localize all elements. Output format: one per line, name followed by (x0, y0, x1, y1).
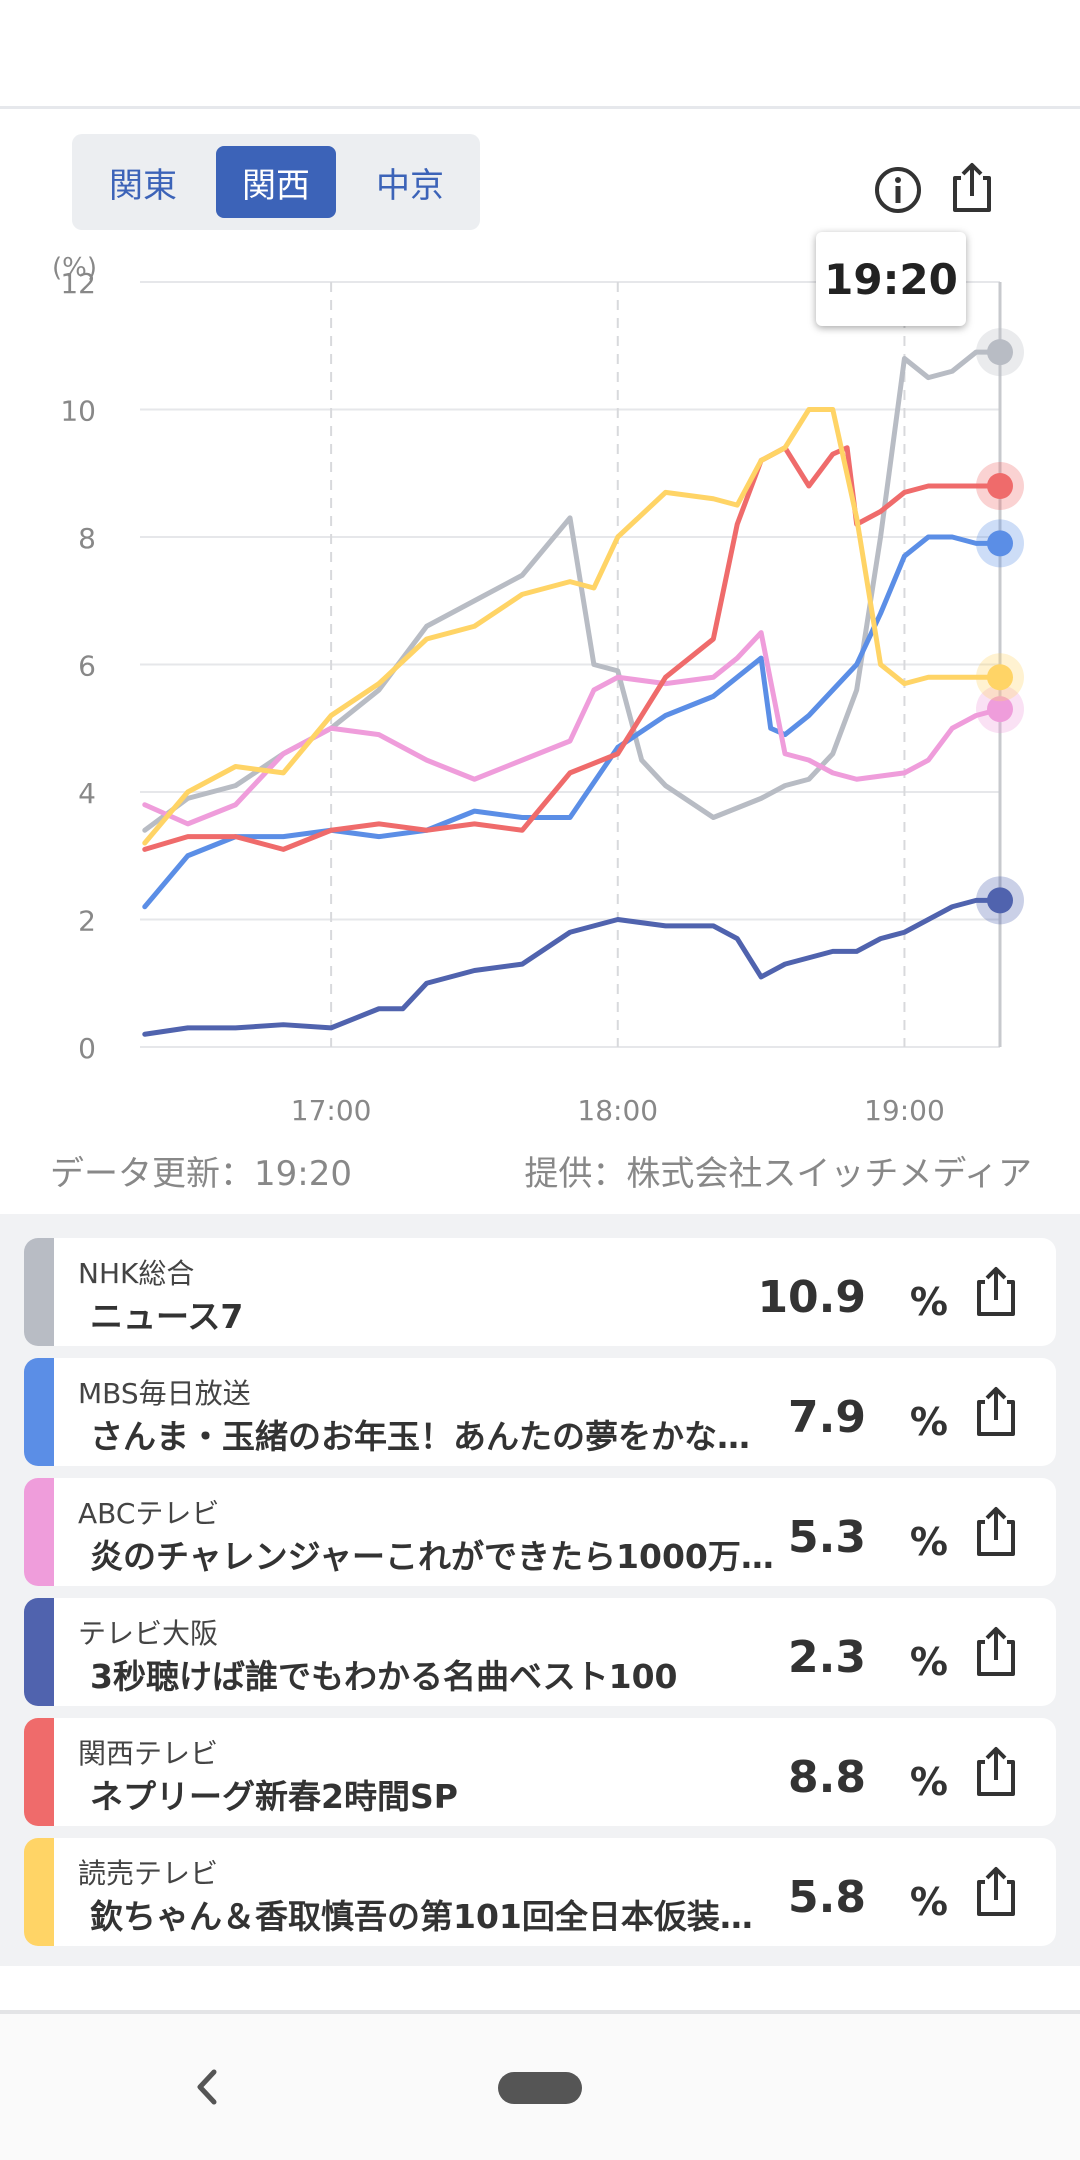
rating-chart-svg: 0 2 4 6 8 10 12(%) 17:00 18:00 19:00 (52, 253, 1024, 1127)
channel-color-bar (24, 1598, 54, 1706)
program-title: ネプリーグ新春2時間SP (90, 1777, 458, 1816)
channel-list: NHK総合 ニュース7 10.9 % MBS毎日放送 さんま・玉緒のお年玉！あん… (0, 1214, 1080, 1966)
station-name: MBS毎日放送 (78, 1377, 251, 1410)
x-tick-label: 17:00 (291, 1094, 372, 1127)
channel-card-nhk[interactable]: NHK総合 ニュース7 10.9 % (24, 1238, 1056, 1346)
channel-card-tvo[interactable]: テレビ大阪 3秒聴けば誰でもわかる名曲ベスト100 2.3 % (24, 1598, 1056, 1706)
channel-color-bar (24, 1478, 54, 1586)
rating-unit: % (909, 1400, 948, 1444)
y-tick-label: 8 (78, 522, 96, 555)
y-tick-label: 4 (78, 777, 96, 810)
channel-card-mbs[interactable]: MBS毎日放送 さんま・玉緒のお年玉！あんたの夢をかな… 7.9 % (24, 1358, 1056, 1466)
program-title: 欽ちゃん＆香取慎吾の第101回全日本仮装… (90, 1897, 753, 1936)
share-icon[interactable] (968, 1624, 1024, 1680)
bottom-divider (0, 2010, 1080, 2014)
channel-card-ytv[interactable]: 読売テレビ 欽ちゃん＆香取慎吾の第101回全日本仮装… 5.8 % (24, 1838, 1056, 1946)
rating-unit: % (909, 1760, 948, 1804)
provider-text: 提供：株式会社スイッチメディア (524, 1154, 1032, 1194)
program-title: 3秒聴けば誰でもわかる名曲ベスト100 (90, 1657, 678, 1696)
series-endpoint-dot (987, 664, 1013, 691)
channel-card-ktv[interactable]: 関西テレビ ネプリーグ新春2時間SP 8.8 % (24, 1718, 1056, 1826)
rating-unit: % (909, 1280, 948, 1324)
channel-color-bar (24, 1718, 54, 1826)
program-title: 炎のチャレンジャーこれができたら1000万… (90, 1537, 774, 1576)
y-tick-label: 0 (78, 1032, 96, 1065)
y-axis-label: (%) (52, 253, 97, 283)
time-tooltip: 19:20 (816, 232, 966, 326)
rating-unit: % (909, 1520, 948, 1564)
share-icon[interactable] (968, 1504, 1024, 1560)
channel-color-bar (24, 1358, 54, 1466)
series-endpoint-dot (987, 339, 1013, 366)
share-icon[interactable] (968, 1864, 1024, 1920)
rating-unit: % (909, 1640, 948, 1684)
tab-chukyo[interactable]: 中京 (376, 165, 444, 206)
rating-value: 7.9 (788, 1392, 866, 1443)
y-tick-label: 2 (78, 905, 96, 938)
y-tick-label: 10 (60, 395, 96, 428)
share-icon[interactable] (968, 1384, 1024, 1440)
rating-chart: 0 2 4 6 8 10 12 (%) 17:00 18:00 19:00 (0, 240, 1080, 1140)
channel-color-bar (24, 1838, 54, 1946)
rating-value: 8.8 (788, 1752, 866, 1803)
series-line (142, 630, 1003, 827)
station-name: NHK総合 (78, 1257, 195, 1290)
station-name: テレビ大阪 (78, 1617, 219, 1650)
home-pill-icon[interactable] (498, 2072, 582, 2104)
rating-value: 10.9 (757, 1272, 866, 1323)
series-endpoint-dot (987, 530, 1013, 557)
rating-value: 2.3 (788, 1632, 866, 1683)
station-name: ABCテレビ (78, 1497, 220, 1530)
station-name: 関西テレビ (78, 1737, 219, 1770)
share-icon[interactable] (968, 1264, 1024, 1320)
station-name: 読売テレビ (78, 1857, 219, 1890)
channel-card-abc[interactable]: ABCテレビ 炎のチャレンジャーこれができたら1000万… 5.3 % (24, 1478, 1056, 1586)
back-icon[interactable] (190, 2064, 226, 2110)
system-nav-bar (0, 2014, 1080, 2160)
region-tabs: 関東 関西 中京 (72, 134, 480, 230)
rating-unit: % (909, 1880, 948, 1924)
x-tick-label: 19:00 (864, 1094, 945, 1127)
x-tick-label: 18:00 (577, 1094, 658, 1127)
data-updated-text: データ更新：19:20 (50, 1154, 352, 1194)
series-line (142, 897, 1003, 1037)
program-title: ニュース7 (90, 1297, 244, 1336)
series-line (142, 349, 1003, 833)
program-title: さんま・玉緒のお年玉！あんたの夢をかな… (90, 1417, 750, 1456)
y-tick-label: 12 (60, 267, 96, 300)
tab-kanto[interactable]: 関東 (109, 165, 177, 206)
rating-value: 5.8 (788, 1872, 866, 1923)
share-icon[interactable] (944, 160, 1000, 216)
top-bar (0, 0, 1080, 109)
series-endpoint-dot (987, 696, 1013, 723)
share-icon[interactable] (968, 1744, 1024, 1800)
series-endpoint-dot (987, 887, 1013, 914)
series-endpoint-dot (987, 473, 1013, 499)
rating-value: 5.3 (788, 1512, 866, 1563)
y-tick-label: 6 (78, 650, 96, 683)
info-icon[interactable] (870, 162, 926, 218)
series-line (142, 407, 1003, 846)
tab-kansai[interactable]: 関西 (216, 146, 336, 218)
series-line (142, 445, 1003, 852)
channel-color-bar (24, 1238, 54, 1346)
